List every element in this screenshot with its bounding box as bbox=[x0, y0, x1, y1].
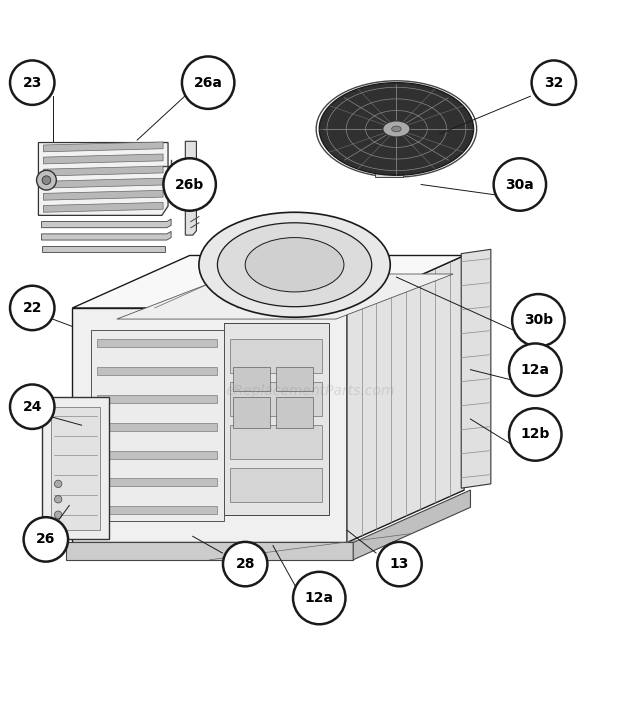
Ellipse shape bbox=[383, 121, 410, 137]
Ellipse shape bbox=[218, 222, 372, 307]
Circle shape bbox=[531, 60, 576, 105]
Circle shape bbox=[509, 343, 562, 396]
Polygon shape bbox=[43, 190, 163, 200]
Text: 32: 32 bbox=[544, 76, 564, 89]
Polygon shape bbox=[42, 398, 109, 539]
Polygon shape bbox=[97, 367, 218, 375]
Text: 26b: 26b bbox=[175, 177, 204, 191]
Circle shape bbox=[494, 158, 546, 211]
Circle shape bbox=[24, 517, 68, 562]
Polygon shape bbox=[230, 382, 322, 416]
Polygon shape bbox=[461, 249, 491, 488]
Text: 30b: 30b bbox=[524, 313, 553, 327]
Polygon shape bbox=[97, 340, 218, 348]
Polygon shape bbox=[233, 366, 270, 391]
Polygon shape bbox=[347, 255, 464, 542]
Polygon shape bbox=[233, 398, 270, 428]
Text: 12a: 12a bbox=[521, 363, 550, 377]
Polygon shape bbox=[43, 178, 163, 188]
Text: 22: 22 bbox=[22, 301, 42, 315]
Polygon shape bbox=[97, 451, 218, 459]
Polygon shape bbox=[224, 324, 329, 515]
Circle shape bbox=[512, 294, 565, 347]
Polygon shape bbox=[91, 329, 224, 521]
Polygon shape bbox=[185, 141, 197, 235]
Polygon shape bbox=[42, 219, 171, 228]
Text: 28: 28 bbox=[236, 557, 255, 571]
Circle shape bbox=[55, 480, 62, 488]
Text: 12b: 12b bbox=[521, 427, 550, 441]
Polygon shape bbox=[43, 202, 163, 212]
Ellipse shape bbox=[392, 126, 401, 132]
Text: eReplacementParts.com: eReplacementParts.com bbox=[225, 385, 395, 398]
Text: 24: 24 bbox=[22, 400, 42, 414]
Circle shape bbox=[10, 385, 55, 429]
Polygon shape bbox=[276, 398, 313, 428]
Circle shape bbox=[509, 409, 562, 461]
Circle shape bbox=[223, 542, 267, 586]
Text: 26: 26 bbox=[36, 532, 56, 547]
Polygon shape bbox=[97, 395, 218, 403]
Polygon shape bbox=[97, 423, 218, 431]
Polygon shape bbox=[230, 468, 322, 502]
Ellipse shape bbox=[319, 83, 474, 175]
Circle shape bbox=[55, 496, 62, 503]
Polygon shape bbox=[51, 406, 100, 530]
Polygon shape bbox=[43, 166, 163, 176]
Circle shape bbox=[10, 286, 55, 330]
Polygon shape bbox=[230, 339, 322, 373]
Polygon shape bbox=[42, 246, 165, 252]
Circle shape bbox=[42, 176, 51, 185]
Polygon shape bbox=[42, 231, 171, 240]
Circle shape bbox=[378, 542, 422, 586]
Polygon shape bbox=[43, 154, 163, 164]
Polygon shape bbox=[117, 274, 453, 319]
Text: 30a: 30a bbox=[505, 177, 534, 191]
Polygon shape bbox=[97, 506, 218, 514]
Ellipse shape bbox=[199, 212, 390, 317]
Circle shape bbox=[164, 158, 216, 211]
Polygon shape bbox=[43, 142, 163, 152]
Text: 13: 13 bbox=[390, 557, 409, 571]
Polygon shape bbox=[375, 164, 402, 177]
Polygon shape bbox=[66, 542, 353, 560]
Polygon shape bbox=[73, 308, 347, 542]
Polygon shape bbox=[230, 425, 322, 459]
Polygon shape bbox=[353, 490, 471, 560]
Text: 23: 23 bbox=[22, 76, 42, 89]
Circle shape bbox=[37, 170, 56, 190]
Polygon shape bbox=[38, 142, 168, 215]
Circle shape bbox=[293, 572, 345, 624]
Text: 26a: 26a bbox=[193, 76, 223, 89]
Text: 12a: 12a bbox=[305, 591, 334, 605]
Circle shape bbox=[10, 60, 55, 105]
Circle shape bbox=[55, 511, 62, 518]
Polygon shape bbox=[73, 255, 464, 308]
Polygon shape bbox=[97, 478, 218, 486]
Ellipse shape bbox=[245, 238, 344, 292]
Polygon shape bbox=[276, 366, 313, 391]
Circle shape bbox=[182, 57, 234, 109]
